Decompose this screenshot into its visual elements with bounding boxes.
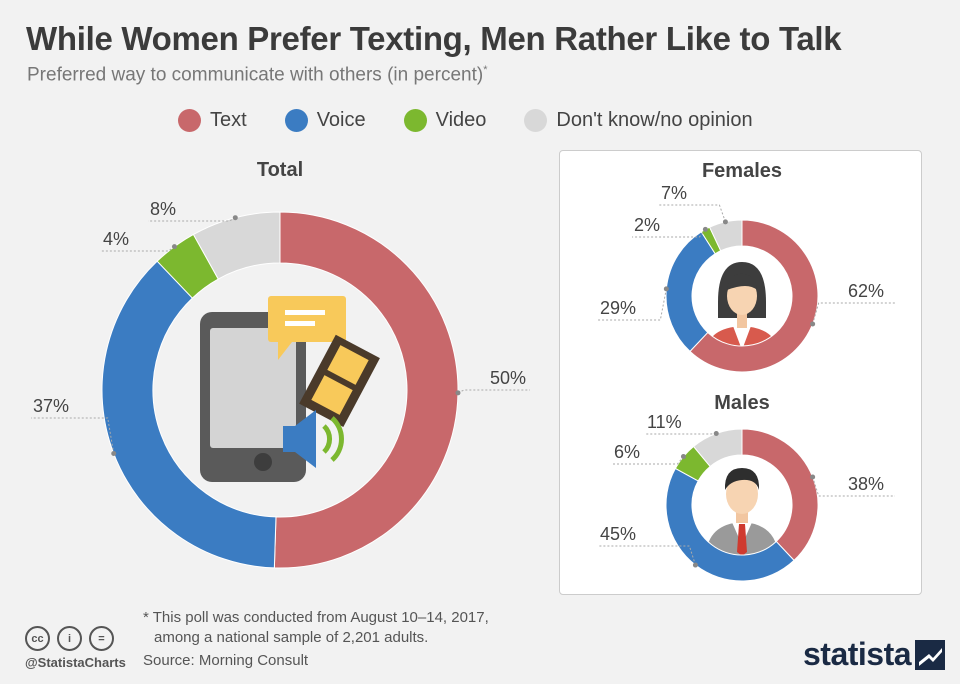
donut-title: Females: [702, 160, 782, 182]
footnote: * This poll was conducted from August 10…: [143, 608, 489, 648]
legend-swatch-text: [178, 109, 201, 132]
leader-dot: [810, 474, 816, 480]
legend-label: Voice: [316, 109, 366, 131]
communication-illustration: [152, 262, 408, 518]
creative-commons-icon: cc: [25, 626, 50, 651]
leader-dot: [111, 451, 117, 457]
donut-title: Males: [714, 392, 770, 414]
legend-label: Don't know/no opinion: [556, 109, 753, 131]
legend-item-no-opinion: Don't know/no opinion: [524, 109, 753, 132]
donut-layer: Total 50% 37% 4% 8% Females 62% 29% 2%7% Males 38%…: [31, 159, 895, 582]
data-label-video: 6%: [614, 442, 640, 462]
legend: Text Voice Video Don't know/no opinion: [178, 109, 791, 132]
male-avatar-icon: [706, 468, 778, 556]
chart-subtitle: Preferred way to communicate with others…: [27, 64, 488, 86]
donut-slice-no-opinion: [192, 211, 281, 280]
data-label-no-opinion: 7%: [661, 183, 687, 203]
data-label-voice: 37%: [33, 396, 69, 416]
data-label-voice: 29%: [600, 298, 636, 318]
donut-slice-text: [689, 219, 819, 373]
leader-dot: [713, 430, 719, 436]
leader-line: [612, 456, 684, 465]
leader-line: [659, 204, 726, 222]
legend-label: Text: [210, 109, 247, 131]
legend-item-voice: Voice: [284, 109, 366, 132]
license-icons: cc i =: [25, 626, 114, 651]
data-label-voice: 45%: [600, 524, 636, 544]
attribution-icon: i: [57, 626, 82, 651]
legend-item-video: Video: [403, 109, 487, 132]
leader-line: [148, 217, 236, 222]
data-label-no-opinion: 11%: [647, 412, 682, 432]
leader-dot: [702, 226, 708, 232]
leader-dot: [232, 215, 238, 221]
leader-dot: [455, 390, 461, 396]
statista-logo-icon: [915, 639, 946, 670]
speaker-icon: [283, 410, 344, 468]
leader-line: [598, 545, 696, 566]
footnote-line: among a national sample of 2,201 adults.: [154, 629, 429, 646]
leader-line: [31, 417, 115, 454]
brand-name: statista: [803, 636, 912, 672]
donut-slice-no-opinion: [708, 219, 743, 252]
data-label-no-opinion: 8%: [150, 199, 176, 219]
legend-swatch-voice: [284, 109, 308, 132]
no-derivatives-icon: =: [89, 626, 114, 651]
legend-swatch-video: [403, 109, 427, 132]
legend-swatch-no-opinion: [524, 109, 548, 132]
donut-slice-no-opinion: [692, 428, 743, 468]
leader-dot: [171, 244, 177, 250]
social-handle: @StatistaCharts: [25, 655, 126, 670]
donut-slice-voice: [665, 467, 795, 582]
leader-dot: [680, 454, 686, 460]
data-label-text: 38%: [848, 474, 884, 494]
leader-dot: [722, 219, 728, 225]
source-note: Source: Morning Consult: [143, 652, 309, 669]
film-strip-icon: [299, 334, 380, 428]
data-label-video: 2%: [634, 215, 660, 235]
chart-title: While Women Prefer Texting, Men Rather L…: [26, 20, 842, 57]
data-label-text: 62%: [848, 281, 884, 301]
leader-dot: [663, 286, 669, 292]
leader-line: [812, 302, 895, 325]
leader-line: [632, 229, 706, 238]
leader-line: [101, 246, 175, 252]
leader-dot: [692, 562, 698, 568]
leader-dot: [810, 321, 816, 327]
donut-slice-voice: [101, 260, 277, 569]
leader-line: [457, 389, 530, 394]
legend-label: Video: [435, 109, 487, 131]
chat-bubble-icon: [268, 296, 346, 360]
statista-logo: statista: [803, 636, 946, 673]
leader-line: [598, 288, 667, 321]
donut-title: Total: [257, 159, 303, 181]
data-label-video: 4%: [103, 229, 129, 249]
data-label-text: 50%: [490, 368, 526, 388]
donut-slice-text: [273, 211, 459, 569]
footnote-line: * This poll was conducted from August 10…: [143, 609, 489, 626]
legend-item-text: Text: [178, 109, 247, 132]
female-avatar-icon: [706, 262, 778, 352]
leader-line: [645, 432, 717, 435]
